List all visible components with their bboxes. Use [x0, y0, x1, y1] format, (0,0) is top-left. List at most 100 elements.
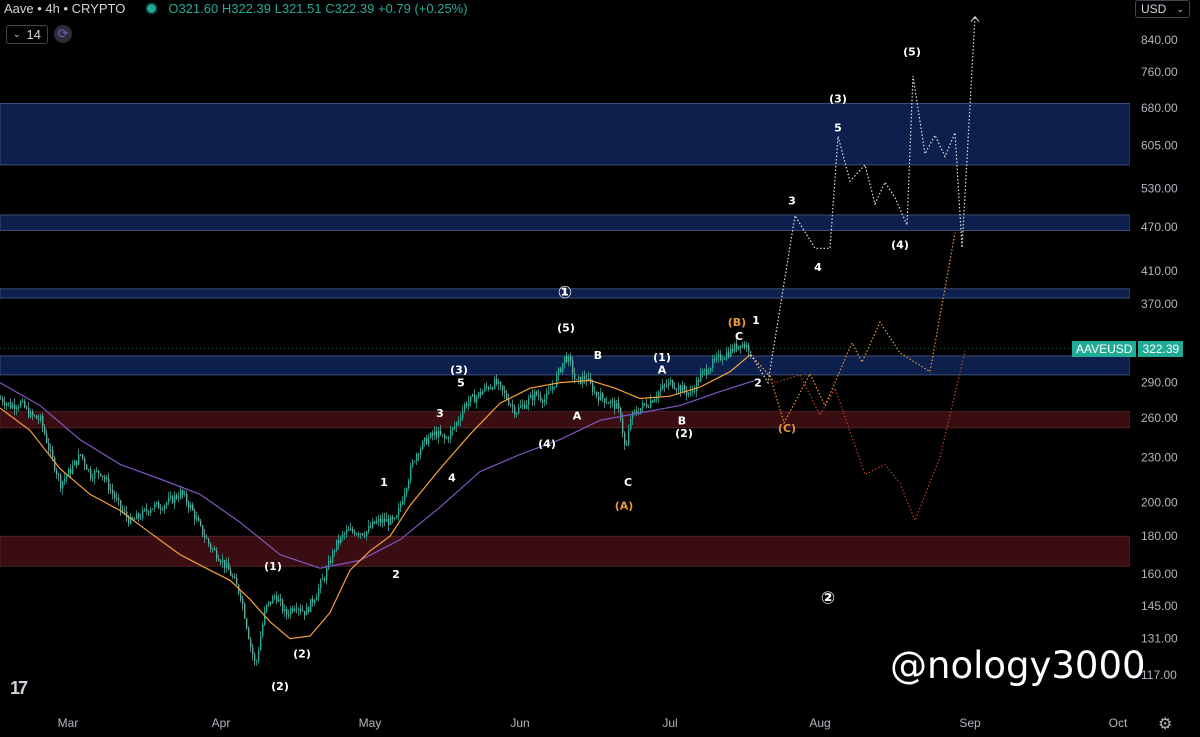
candle-body — [118, 498, 120, 501]
wave-label: B — [594, 349, 602, 362]
candle-body — [2, 398, 4, 403]
candle-body — [674, 387, 676, 390]
candle-body — [336, 539, 338, 551]
candle-body — [140, 517, 142, 519]
candle-body — [592, 383, 594, 393]
candle-body — [602, 392, 604, 399]
candle-body — [136, 513, 138, 520]
candle-body — [96, 470, 98, 472]
candle-body — [60, 475, 62, 489]
candle-body — [450, 430, 452, 439]
candle-body — [134, 519, 136, 521]
candle-body — [516, 413, 518, 415]
wave-label: B — [678, 414, 686, 427]
candle-body — [642, 403, 644, 409]
candle-body — [388, 518, 390, 525]
candle-body — [708, 371, 710, 375]
candle-body — [694, 390, 696, 392]
market-status-icon — [147, 3, 157, 13]
currency-select[interactable]: USD ⌄ — [1135, 0, 1190, 18]
gear-icon[interactable]: ⚙ — [1158, 716, 1173, 733]
candle-body — [72, 465, 74, 474]
candle-body — [584, 376, 586, 380]
candle-body — [606, 402, 608, 404]
price-tick-label: 180.00 — [1141, 529, 1178, 543]
wave-label: 4 — [448, 471, 456, 484]
candle-body — [434, 431, 436, 436]
chevron-down-icon: ⌄ — [1176, 3, 1184, 14]
candle-body — [244, 604, 246, 619]
wave-label: (4) — [538, 438, 556, 451]
candle-body — [66, 475, 68, 479]
candle-body — [594, 391, 596, 393]
candle-body — [390, 516, 392, 525]
tradingview-logo[interactable]: 17 — [10, 678, 28, 698]
candle-body — [424, 437, 426, 442]
candle-body — [250, 638, 252, 647]
candle-body — [78, 454, 80, 465]
candle-body — [42, 415, 44, 427]
candle-body — [464, 404, 466, 411]
candle-body — [404, 493, 406, 501]
candle-body — [400, 504, 402, 508]
candles-layer — [0, 338, 752, 666]
candle-body — [344, 533, 346, 535]
candle-body — [634, 411, 636, 413]
candle-body — [186, 494, 188, 503]
candle-body — [174, 495, 176, 504]
candle-body — [670, 380, 672, 382]
candle-body — [212, 548, 214, 550]
symbol-title[interactable]: Aave • 4h • CRYPTO — [4, 0, 126, 16]
candle-body — [494, 378, 496, 389]
candle-body — [508, 399, 510, 405]
candle-body — [346, 530, 348, 534]
candle-body — [560, 368, 562, 373]
candle-body — [274, 596, 276, 598]
candle-body — [312, 598, 314, 603]
candle-body — [164, 505, 166, 510]
indicator-length-button[interactable]: ⌄ 14 — [6, 24, 49, 44]
candle-body — [30, 411, 32, 417]
candle-body — [34, 415, 36, 417]
candle-body — [224, 559, 226, 568]
time-tick-label: Oct — [1109, 716, 1128, 730]
candle-body — [692, 390, 694, 392]
candle-body — [432, 432, 434, 436]
candle-body — [302, 610, 304, 612]
candle-body — [498, 381, 500, 385]
candle-body — [396, 515, 398, 519]
candle-body — [662, 384, 664, 389]
candle-body — [36, 415, 38, 419]
candle-body — [368, 526, 370, 532]
time-tick-label: Sep — [959, 716, 981, 730]
candle-body — [698, 380, 700, 382]
candle-body — [112, 489, 114, 494]
candle-body — [712, 358, 714, 369]
candle-body — [682, 385, 684, 392]
candle-body — [372, 521, 374, 528]
wave-label: ① — [558, 283, 572, 303]
wave-label: (5) — [557, 322, 575, 335]
candle-body — [528, 398, 530, 405]
zone-red — [0, 411, 1131, 429]
price-tick-label: 117.00 — [1141, 668, 1177, 682]
wave-label: (3) — [450, 364, 468, 377]
candle-body — [686, 390, 688, 395]
candle-body — [328, 560, 330, 569]
candle-body — [284, 608, 286, 612]
candle-body — [24, 400, 26, 408]
candle-body — [44, 426, 46, 434]
candle-body — [750, 351, 752, 353]
candle-body — [226, 563, 228, 568]
candle-body — [82, 454, 84, 459]
time-axis: Mar Apr May Jun Jul Aug Sep Oct — [58, 716, 1128, 730]
price-tick-label: 200.00 — [1141, 495, 1178, 509]
candle-body — [314, 600, 316, 603]
candle-body — [446, 437, 448, 439]
candle-body — [596, 391, 598, 396]
candle-body — [270, 601, 272, 604]
candle-body — [32, 411, 34, 416]
candle-body — [492, 387, 494, 389]
cycle-icon[interactable]: ⟳ — [54, 25, 73, 43]
